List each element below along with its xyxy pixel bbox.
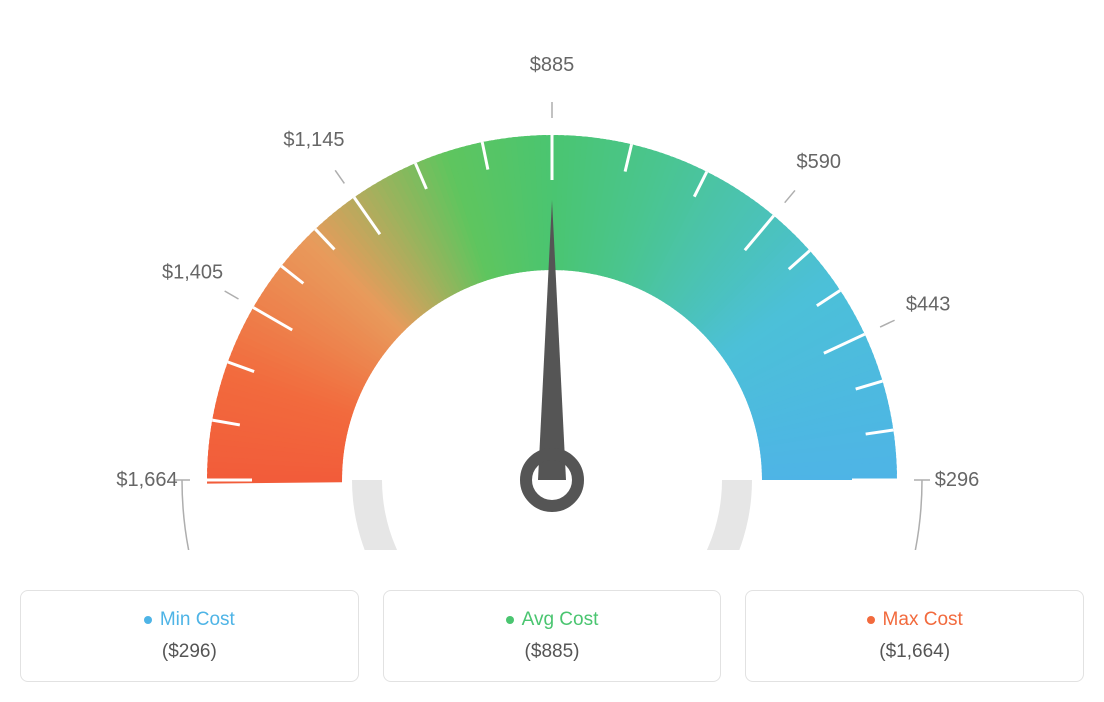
legend-value-min: ($296) — [31, 641, 348, 663]
bullet-icon — [506, 616, 514, 624]
legend-label: Avg Cost — [522, 609, 599, 631]
legend-row: Min Cost ($296) Avg Cost ($885) Max Cost… — [20, 590, 1084, 682]
legend-value-avg: ($885) — [394, 641, 711, 663]
legend-label: Max Cost — [883, 609, 963, 631]
legend-label: Min Cost — [160, 609, 235, 631]
legend-card-max: Max Cost ($1,664) — [745, 590, 1084, 682]
svg-text:$1,145: $1,145 — [283, 129, 344, 151]
legend-title-max: Max Cost — [867, 609, 963, 631]
legend-card-avg: Avg Cost ($885) — [383, 590, 722, 682]
svg-text:$1,405: $1,405 — [162, 262, 223, 284]
svg-text:$885: $885 — [530, 54, 575, 76]
gauge-chart: $296 $443 $590 $885 $1,145 $1,405 $1,664 — [20, 20, 1084, 550]
svg-text:$590: $590 — [797, 151, 842, 173]
legend-title-min: Min Cost — [144, 609, 235, 631]
bullet-icon — [144, 616, 152, 624]
svg-text:$443: $443 — [906, 294, 951, 316]
bullet-icon — [867, 616, 875, 624]
cost-gauge-container: $296 $443 $590 $885 $1,145 $1,405 $1,664 Min C… — [20, 20, 1084, 682]
legend-value-max: ($1,664) — [756, 641, 1073, 663]
gauge-wrap: $296 $443 $590 $885 $1,145 $1,405 $1,664 — [20, 20, 1084, 550]
legend-title-avg: Avg Cost — [506, 609, 599, 631]
legend-card-min: Min Cost ($296) — [20, 590, 359, 682]
svg-text:$296: $296 — [935, 469, 980, 491]
svg-text:$1,664: $1,664 — [116, 469, 177, 491]
